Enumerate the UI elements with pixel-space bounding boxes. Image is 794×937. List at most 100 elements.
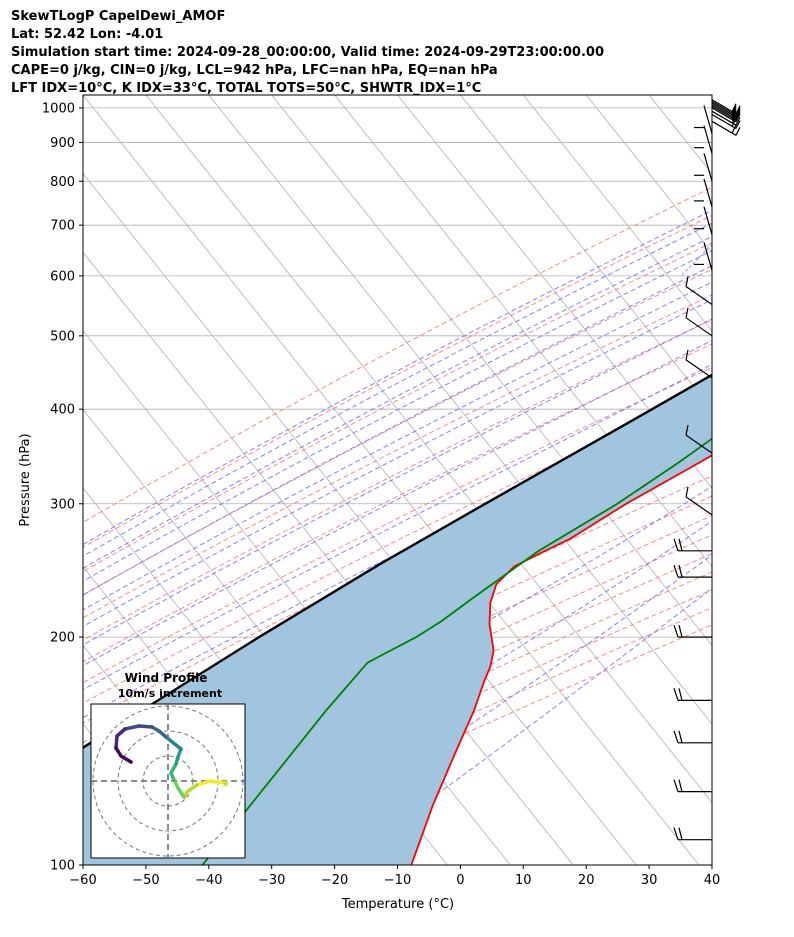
hodograph-segment: [186, 783, 199, 793]
barb-flag: [735, 111, 741, 121]
moist-adiabat-line: [83, 265, 712, 596]
barb-flag: [673, 538, 679, 552]
wind-barb: [694, 153, 713, 182]
barb-flag: [731, 111, 737, 121]
barb-flag: [678, 688, 683, 701]
barb-staff: [703, 153, 713, 182]
chart-title: SkewTLogP CapelDewi_AMOF: [11, 9, 226, 24]
wind-barb: [711, 110, 741, 126]
barb-staff: [685, 285, 713, 305]
barb-flag: [735, 120, 741, 129]
x-tick-label: −20: [321, 873, 348, 888]
y-tick-label: 900: [50, 136, 75, 151]
dry-adiabat-line: [83, 242, 712, 573]
wind-barb: [673, 779, 712, 793]
hodograph-segment: [114, 734, 119, 750]
y-tick-label: 100: [50, 859, 75, 874]
moist-adiabat-line: [83, 250, 712, 582]
wind-barb: [711, 105, 741, 121]
moist-adiabat-line: [83, 339, 712, 667]
temperature-line: [410, 454, 712, 865]
x-tick-label: 0: [456, 873, 464, 888]
isotherm-line: [397, 95, 712, 489]
barb-flag: [731, 106, 737, 116]
barb-flag: [673, 688, 679, 701]
isotherm-line: [711, 95, 712, 96]
wind-barb: [673, 564, 712, 578]
hodograph-segment: [137, 724, 154, 729]
isotherm-line: [585, 95, 712, 253]
hodograph-segment: [164, 735, 178, 747]
axes: −60 −50 −40 −30 −20 −10 0 10 20 30 40 1000 900 800 700…: [42, 101, 720, 888]
y-tick-label: 300: [50, 497, 75, 512]
barb-flag: [685, 424, 689, 436]
dry-adiabat-line: [83, 343, 712, 663]
y-tick-label: 500: [50, 329, 75, 344]
moist-adiabat-line: [83, 222, 712, 557]
wind-barb: [685, 424, 713, 454]
moist-adiabat-line: [83, 236, 712, 569]
hodograph-plot: ★: [91, 704, 245, 858]
wind-barbs: [673, 99, 741, 841]
barb-flag: [678, 538, 683, 551]
moist-adiabat-line: [83, 209, 712, 546]
location-line: Lat: 52.42 Lon: -4.01: [11, 27, 164, 42]
barb-flag: [685, 307, 689, 318]
wind-barb: [673, 624, 712, 638]
x-tick-label: 40: [704, 873, 721, 888]
hodograph-segment: [115, 727, 127, 738]
x-tick-label: −60: [69, 873, 96, 888]
barb-flag: [685, 349, 689, 360]
isotherm-line: [83, 172, 637, 865]
wind-barb: [694, 178, 713, 208]
dry-adiabat-line: [83, 214, 712, 548]
barb-flag: [735, 116, 741, 126]
barb-flag: [735, 113, 741, 123]
barb-flag: [673, 827, 679, 840]
isotherm-line: [648, 95, 712, 175]
barb-flag: [735, 107, 741, 116]
x-tick-label: 10: [515, 873, 532, 888]
barb-staff: [685, 496, 713, 516]
chart-header: SkewTLogP CapelDewi_AMOF Lat: 52.42 Lon:…: [11, 8, 604, 98]
y-tick-label: 800: [50, 175, 75, 190]
isotherm-line: [460, 95, 712, 411]
wind-barb: [685, 486, 713, 516]
wind-barb: [711, 107, 741, 123]
barb-staff: [703, 242, 713, 271]
barb-flag: [673, 730, 679, 744]
barb-staff: [685, 317, 713, 337]
wind-barb: [694, 242, 713, 271]
barb-flag: [731, 108, 737, 117]
y-tick-label: 400: [50, 403, 75, 418]
barb-flag: [731, 114, 737, 124]
mixing-ratio-line: [751, 95, 794, 276]
barb-flag: [678, 779, 683, 792]
isotherm-line: [208, 95, 712, 725]
hodograph-segment: [195, 779, 212, 787]
isotherm-line: [522, 95, 712, 332]
dry-adiabat-line: [83, 294, 712, 619]
wind-barb: [673, 538, 712, 552]
isotherm-line: [775, 95, 794, 865]
indices-line-2: LFT IDX=10°C, K IDX=33°C, TOTAL TOTS=50°…: [11, 81, 482, 96]
barb-flag: [685, 486, 689, 498]
y-tick-label: 200: [50, 631, 75, 646]
wind-barb: [685, 276, 713, 305]
indices-line-1: CAPE=0 j/kg, CIN=0 j/kg, LCL=942 hPa, LF…: [11, 63, 498, 78]
dry-adiabat-line: [83, 186, 712, 523]
hodograph-segment: [119, 754, 133, 764]
dry-adiabat-line: [83, 366, 712, 684]
wind-barb: [711, 102, 741, 118]
barb-flag: [731, 125, 737, 134]
wind-barb: [711, 99, 741, 115]
isotherm-line: [83, 95, 700, 865]
barb-flag: [731, 103, 737, 113]
wind-barb: [673, 730, 712, 744]
dewpoint-line: [201, 437, 712, 865]
wind-barb: [685, 307, 713, 337]
barb-flag: [735, 127, 741, 136]
barb-flag: [678, 624, 683, 638]
barb-staff: [685, 434, 713, 454]
